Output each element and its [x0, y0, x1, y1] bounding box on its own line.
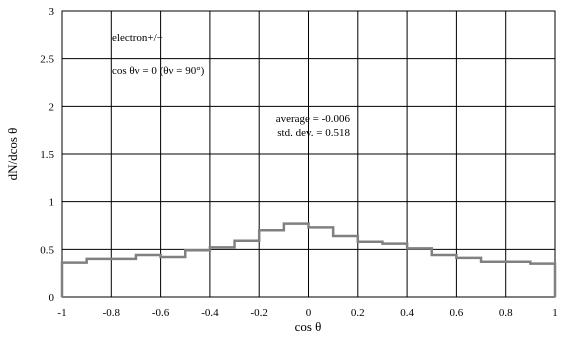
- x-axis-ticks: -1 -0.8 -0.6 -0.4 -0.2 0 0.2 0.4 0.6 0.8 1: [57, 307, 557, 319]
- annotation-average: average = -0.006: [276, 113, 351, 125]
- y-tick-label: 1: [49, 197, 55, 209]
- histogram-step-line: [60, 222, 557, 297]
- y-tick-label: 2.5: [40, 54, 54, 66]
- y-tick-label: 2: [49, 101, 55, 113]
- x-tick-label: 0.8: [499, 307, 513, 319]
- x-tick-label: 0.6: [450, 307, 464, 319]
- y-tick-label: 3: [49, 6, 55, 18]
- annotation-particle: electron+/−: [112, 32, 163, 44]
- plot-frame: [61, 10, 556, 298]
- x-tick-label: 0: [306, 307, 312, 319]
- x-tick-label: -0.8: [103, 307, 121, 319]
- x-tick-label: -0.4: [201, 307, 219, 319]
- annotation-condition: cos θν = 0 (θν = 90°): [112, 65, 205, 77]
- annotation-std-dev: std. dev. = 0.518: [277, 127, 350, 139]
- x-tick-label: 0.2: [351, 307, 365, 319]
- x-tick-label: -0.6: [152, 307, 170, 319]
- y-tick-label: 0: [49, 292, 55, 304]
- x-tick-label: -1: [57, 307, 66, 319]
- y-axis-ticks: 0 0.5 1 1.5 2 2.5 3: [40, 6, 54, 304]
- y-tick-label: 0.5: [40, 244, 54, 256]
- y-tick-label: 1.5: [40, 149, 54, 161]
- y-axis-title: dN/dcos θ: [5, 128, 20, 181]
- x-axis-title: cos θ: [295, 319, 322, 334]
- x-tick-label: -0.2: [250, 307, 267, 319]
- x-tick-label: 1: [552, 307, 558, 319]
- x-tick-label: 0.4: [400, 307, 414, 319]
